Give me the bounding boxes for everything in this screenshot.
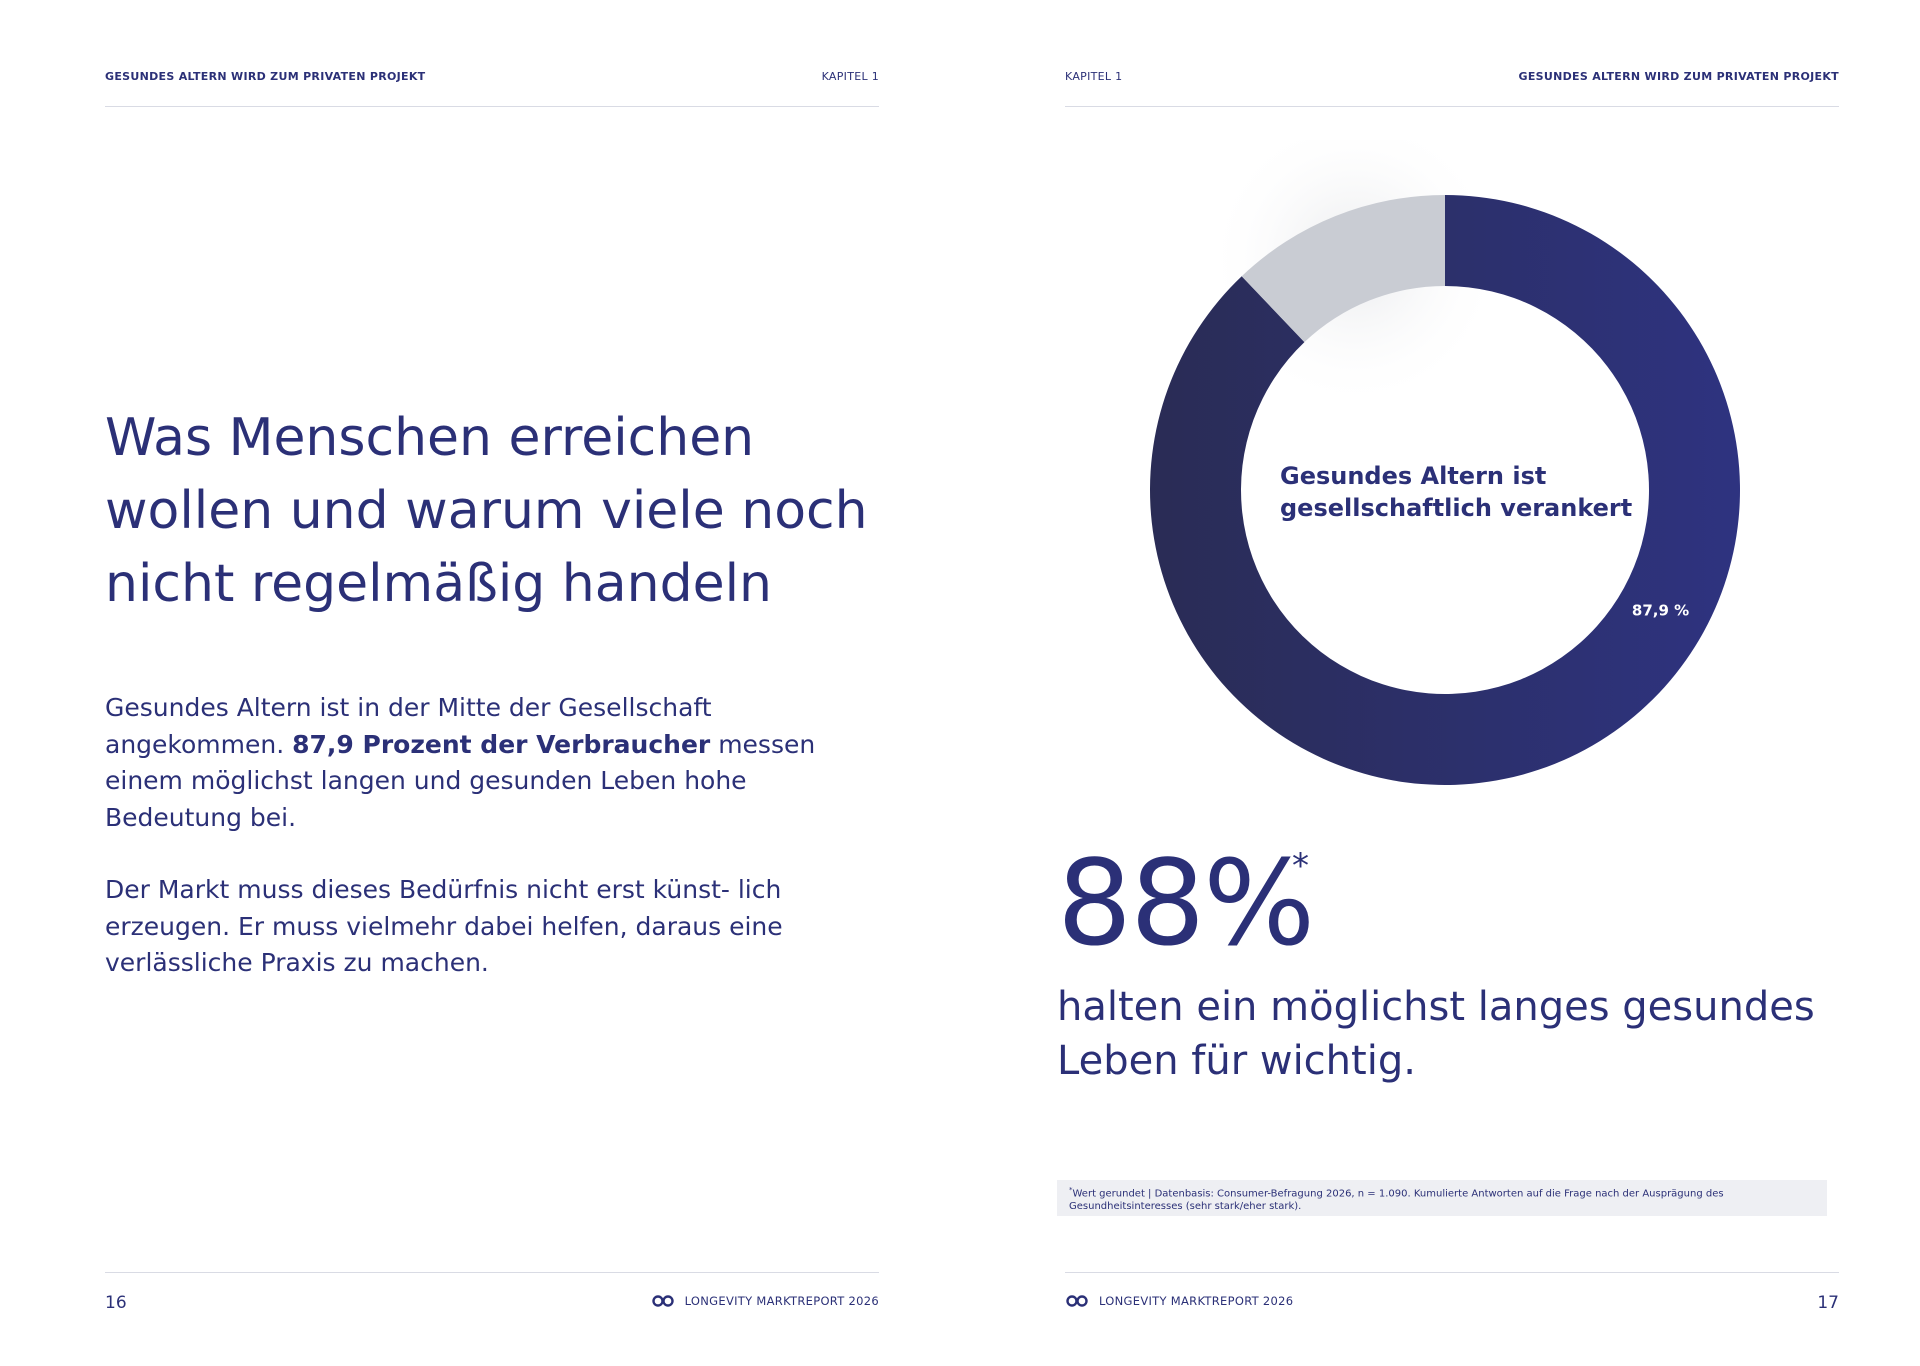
big-stat-caption: halten ein möglichst langes gesundes Leb… [1057,984,1815,1084]
donut-slice-rest [1241,195,1445,343]
donut-data-label: 87,9 % [1632,602,1689,620]
footer-brand: LONGEVITY MARKTREPORT 2026 [1065,1294,1293,1308]
intro-text-b: messen einem möglichst langen und gesund… [105,729,816,832]
right-footer: LONGEVITY MARKTREPORT 2026 17 [1065,1272,1839,1313]
headline-line: nicht regelmäßig handeln [105,554,772,614]
intro-text-a: Gesundes Altern ist in der Mitte der Ges… [105,693,712,759]
page-number: 16 [105,1293,127,1313]
header-title: GESUNDES ALTERN WIRD ZUM PRIVATEN PROJEK… [1518,70,1839,83]
headline-line: wollen und warum viele noch [105,481,868,541]
left-header: GESUNDES ALTERN WIRD ZUM PRIVATEN PROJEK… [105,70,879,107]
left-footer: 16 LONGEVITY MARKTREPORT 2026 [105,1272,879,1313]
right-header: KAPITEL 1 GESUNDES ALTERN WIRD ZUM PRIVA… [1065,70,1839,107]
footnote-text: Wert gerundet | Datenbasis: Consumer-Bef… [1069,1188,1724,1213]
infinity-logo-icon [651,1295,674,1307]
donut-chart: 87,9 % [1115,140,1785,800]
donut-center-line: Gesundes Altern ist [1280,462,1547,490]
donut-slice-main [1150,195,1741,785]
footer-brand-label: LONGEVITY MARKTREPORT 2026 [684,1294,879,1308]
donut-center-label: Gesundes Altern ist gesellschaftlich ver… [1280,460,1640,524]
right-page: KAPITEL 1 GESUNDES ALTERN WIRD ZUM PRIVA… [960,0,1920,1366]
intro-paragraph: Gesundes Altern ist in der Mitte der Ges… [105,690,865,836]
intro-highlight: 87,9 Prozent der Verbraucher [292,729,711,759]
footnote-mark: * [1069,1186,1073,1194]
header-chapter: KAPITEL 1 [1065,70,1123,83]
headline-line: Was Menschen erreichen [105,408,755,468]
footer-brand-label: LONGEVITY MARKTREPORT 2026 [1099,1294,1294,1308]
header-chapter: KAPITEL 1 [821,70,879,83]
footer-brand: LONGEVITY MARKTREPORT 2026 [651,1294,879,1308]
big-stat-value: 88% [1057,834,1315,972]
infinity-logo-icon [1066,1295,1088,1307]
page-number: 17 [1817,1293,1839,1313]
donut-chart-svg: 87,9 % [1150,140,1741,785]
left-page: GESUNDES ALTERN WIRD ZUM PRIVATEN PROJEK… [105,70,905,1313]
market-paragraph: Der Markt muss dieses Bedürfnis nicht er… [105,875,783,977]
big-stat-asterisk: * [1292,846,1309,886]
footnote: *Wert gerundet | Datenbasis: Consumer-Be… [1057,1180,1827,1216]
donut-center-line: gesellschaftlich verankert [1280,494,1633,522]
header-title: GESUNDES ALTERN WIRD ZUM PRIVATEN PROJEK… [105,70,426,83]
page-headline: Was Menschen erreichen wollen und warum … [105,402,905,621]
